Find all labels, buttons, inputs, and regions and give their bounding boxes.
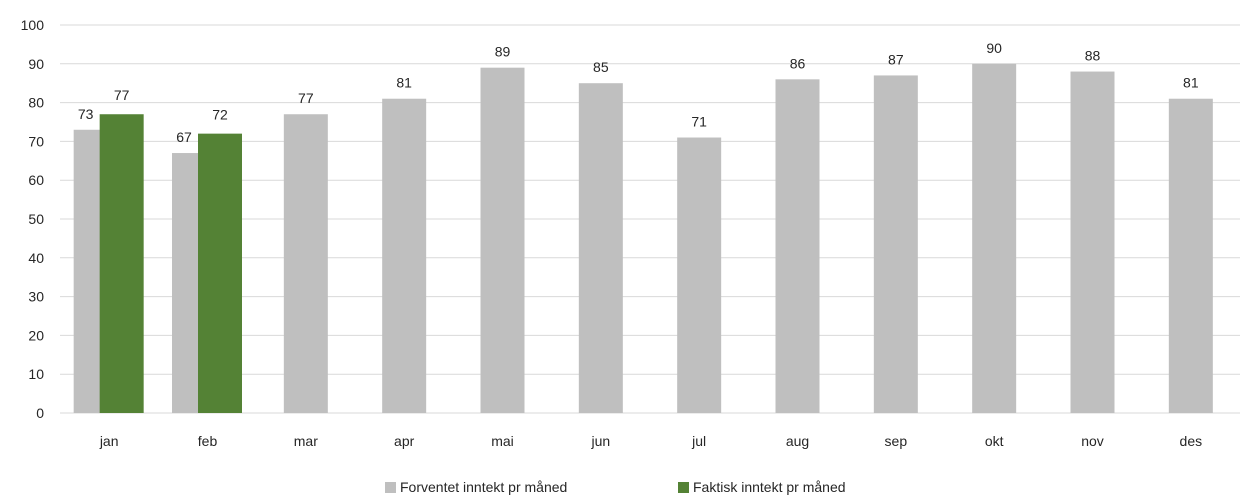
x-tick-label: sep bbox=[885, 433, 908, 449]
y-tick-label: 100 bbox=[21, 17, 45, 33]
data-label-faktisk: 77 bbox=[114, 87, 130, 103]
x-tick-label: des bbox=[1180, 433, 1203, 449]
legend: Forventet inntekt pr måned Faktisk inntek… bbox=[385, 479, 846, 495]
y-tick-label: 70 bbox=[28, 133, 44, 149]
bar-forventet bbox=[873, 75, 918, 413]
bar-forventet bbox=[283, 114, 328, 414]
x-tick-label: jul bbox=[691, 433, 706, 449]
gridlines bbox=[60, 24, 1240, 414]
x-tick-label: jun bbox=[590, 433, 610, 449]
data-label-forventet: 85 bbox=[593, 59, 609, 75]
bar-faktisk bbox=[99, 114, 144, 414]
bar-forventet bbox=[578, 83, 623, 413]
x-tick-label: mar bbox=[294, 433, 318, 449]
y-tick-label: 60 bbox=[28, 172, 44, 188]
data-label-forventet: 86 bbox=[790, 55, 806, 71]
data-label-forventet: 73 bbox=[78, 106, 94, 122]
data-label-forventet: 67 bbox=[176, 129, 192, 145]
bar-forventet bbox=[972, 63, 1017, 414]
y-tick-label: 40 bbox=[28, 250, 44, 266]
data-label-forventet: 88 bbox=[1085, 48, 1101, 64]
x-tick-label: okt bbox=[985, 433, 1004, 449]
data-label-faktisk: 72 bbox=[212, 107, 228, 123]
legend-label: Forventet inntekt pr måned bbox=[400, 479, 567, 495]
bar-forventet bbox=[677, 137, 722, 413]
data-label-forventet: 90 bbox=[986, 40, 1002, 56]
bar-forventet bbox=[1070, 71, 1115, 413]
legend-swatch bbox=[385, 482, 396, 493]
x-tick-label: jan bbox=[99, 433, 119, 449]
x-tick-label: aug bbox=[786, 433, 809, 449]
x-tick-label: nov bbox=[1081, 433, 1104, 449]
bar-forventet bbox=[480, 67, 525, 414]
y-tick-label: 10 bbox=[28, 366, 44, 382]
data-label-forventet: 81 bbox=[1183, 75, 1199, 91]
y-tick-label: 90 bbox=[28, 56, 44, 72]
y-tick-label: 50 bbox=[28, 211, 44, 227]
bar-forventet bbox=[382, 98, 427, 413]
y-tick-label: 80 bbox=[28, 95, 44, 111]
y-axis-tick-labels: 0 10 20 30 40 50 60 70 80 90 100 bbox=[21, 17, 45, 421]
data-label-forventet: 87 bbox=[888, 51, 904, 67]
x-tick-label: feb bbox=[198, 433, 218, 449]
bar-faktisk bbox=[198, 133, 242, 413]
data-label-forventet: 89 bbox=[495, 44, 511, 60]
y-tick-label: 30 bbox=[28, 289, 44, 305]
data-label-forventet: 77 bbox=[298, 90, 314, 106]
legend-label: Faktisk inntekt pr måned bbox=[693, 479, 846, 495]
legend-swatch bbox=[678, 482, 689, 493]
bars bbox=[73, 63, 1213, 414]
y-tick-label: 0 bbox=[36, 405, 44, 421]
data-label-forventet: 81 bbox=[396, 75, 412, 91]
y-tick-label: 20 bbox=[28, 327, 44, 343]
x-tick-label: apr bbox=[394, 433, 415, 449]
data-labels: 73 77 67 72 77 81 89 85 71 86 87 90 88 81 bbox=[78, 40, 1199, 145]
bar-forventet bbox=[1168, 98, 1213, 413]
x-axis-tick-labels: jan feb mar apr mai jun jul aug sep okt nov des bbox=[99, 433, 1202, 449]
bar-forventet bbox=[775, 79, 820, 413]
data-label-forventet: 71 bbox=[691, 114, 707, 130]
x-tick-label: mai bbox=[491, 433, 514, 449]
